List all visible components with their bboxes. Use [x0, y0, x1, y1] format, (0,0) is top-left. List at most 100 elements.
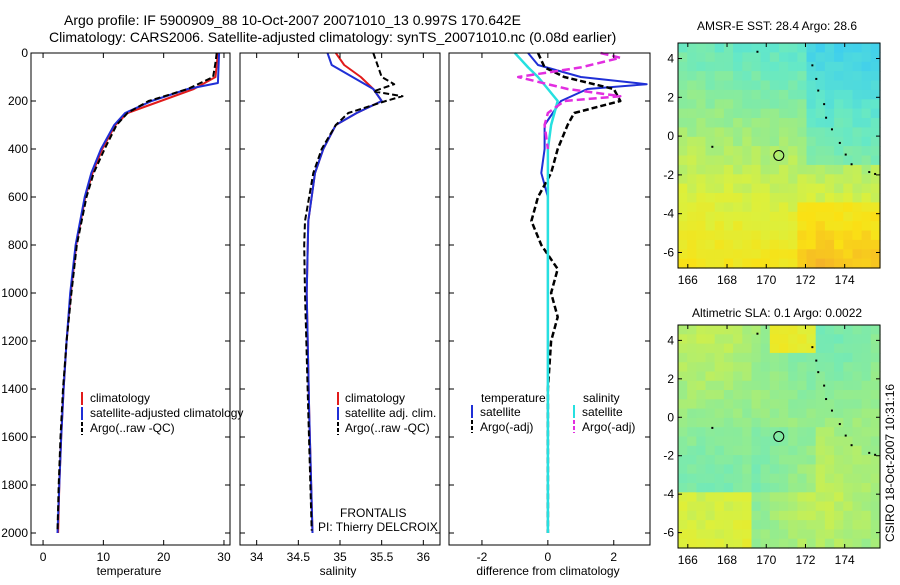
map-cell: [687, 89, 697, 100]
map-cell: [843, 501, 854, 512]
map-cell: [815, 473, 826, 484]
map-cell: [705, 230, 716, 241]
map-cell: [769, 483, 780, 493]
map-cell: [705, 427, 716, 438]
map-cell: [769, 343, 780, 354]
map-cell: [751, 352, 762, 363]
map-cell: [714, 230, 725, 241]
map-cell: [678, 483, 688, 493]
map-cell: [788, 464, 798, 475]
map-cell: [861, 230, 872, 241]
map-cell: [824, 352, 835, 363]
map-cell: [861, 455, 872, 465]
map-cell: [696, 146, 707, 157]
map-cell: [806, 249, 817, 260]
map-cell: [815, 455, 826, 465]
island-speck: [756, 332, 759, 335]
map-cell: [797, 343, 808, 354]
map-cell: [751, 390, 762, 400]
map-cell: [742, 334, 753, 345]
series-line-salinity-argo-adj-: [516, 51, 622, 150]
map-cell: [834, 483, 844, 493]
map-cell: [733, 193, 743, 203]
map-cell: [815, 427, 826, 438]
map-cell: [696, 362, 707, 373]
map-cell: [788, 202, 798, 213]
map-cell: [751, 80, 762, 91]
legend-label-satellite-adjusted: satellite-adjusted climatology: [90, 406, 243, 420]
map-cell: [723, 221, 734, 232]
map-cell: [751, 71, 762, 82]
map-cell: [806, 399, 817, 410]
map-cell: [760, 445, 771, 456]
argo-float-marker: [773, 150, 785, 161]
map-cell: [843, 146, 854, 157]
map-cell: [687, 239, 697, 250]
map-cell: [870, 538, 881, 549]
map-cell: [824, 221, 835, 232]
map-cell: [733, 427, 743, 438]
map-cell: [751, 99, 762, 110]
map-cell: [733, 455, 743, 465]
map-cell: [769, 221, 780, 232]
legend-label-argo: Argo(..raw -QC): [90, 421, 175, 435]
map-cell: [843, 155, 854, 166]
map-cell: [705, 164, 716, 175]
map-cell: [705, 193, 716, 203]
map-cell: [751, 445, 762, 456]
map-cell: [788, 417, 798, 428]
map-cell: [696, 445, 707, 456]
map-cell: [742, 43, 753, 53]
map-cell: [678, 455, 688, 465]
map-cell: [705, 239, 716, 250]
map-cell: [696, 108, 707, 119]
map-cell: [843, 174, 854, 185]
map-cell: [769, 529, 780, 540]
legend-header-salinity: salinity: [583, 391, 620, 405]
map-cell: [678, 211, 688, 222]
map-cell: [852, 390, 863, 400]
map-cell: [843, 371, 854, 382]
map-cell: [861, 362, 872, 373]
series-line-temperature-argo-adj-: [530, 52, 622, 533]
map-cell: [769, 146, 780, 157]
map-cell: [696, 343, 707, 354]
map-cell: [742, 538, 753, 549]
map-cell: [843, 445, 854, 456]
map-cell: [797, 473, 808, 484]
map-cell: [824, 43, 835, 53]
map-cell: [870, 343, 881, 354]
salinity-axis-label: salinity: [320, 564, 357, 578]
map-cell: [733, 118, 743, 128]
map-cell: [815, 510, 826, 521]
map-cell: [852, 43, 863, 53]
map-cell: [705, 510, 716, 521]
map-cell: [751, 230, 762, 241]
map-cell: [861, 43, 872, 53]
map-cell: [806, 183, 817, 194]
map-cell: [723, 230, 734, 241]
map-cell: [870, 108, 881, 119]
map-cell: [705, 221, 716, 232]
map-cell: [751, 239, 762, 250]
map-cell: [733, 538, 743, 549]
map-cell: [705, 380, 716, 391]
map-cell: [779, 427, 789, 438]
map-cell: [870, 99, 881, 110]
map-cell: [769, 239, 780, 250]
map-cell: [760, 202, 771, 213]
map-cell: [678, 239, 688, 250]
map-cell: [797, 362, 808, 373]
map-cell: [769, 155, 780, 166]
map-cell: [723, 334, 734, 345]
map-cell: [742, 61, 753, 72]
map-cell: [687, 399, 697, 410]
map-cell: [861, 445, 872, 456]
map-cell: [824, 183, 835, 194]
map-cell: [852, 183, 863, 194]
map-cell: [723, 520, 734, 530]
map-cell: [797, 230, 808, 241]
map-cell: [705, 52, 716, 63]
map-cell: [852, 174, 863, 185]
map-cell: [834, 399, 844, 410]
